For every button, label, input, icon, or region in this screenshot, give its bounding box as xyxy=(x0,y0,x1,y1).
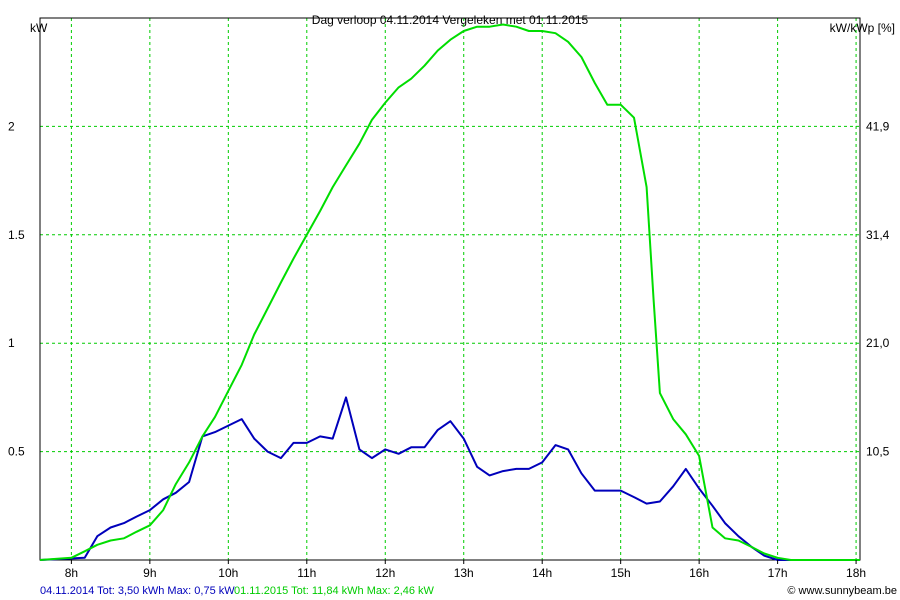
x-tick-label: 18h xyxy=(846,566,866,580)
x-tick-label: 12h xyxy=(375,566,395,580)
y2-axis-label: kW/kWp [%] xyxy=(830,21,895,35)
y2-tick-label: 41,9 xyxy=(866,119,890,133)
y-tick-label: 1 xyxy=(8,336,15,350)
y2-tick-label: 21,0 xyxy=(866,336,890,350)
x-tick-label: 11h xyxy=(297,566,316,580)
x-tick-label: 13h xyxy=(454,566,474,580)
x-tick-label: 9h xyxy=(143,566,156,580)
chart-title: Dag verloop 04.11.2014 Vergeleken met 01… xyxy=(312,13,589,27)
series-lines xyxy=(39,23,860,561)
y-tick-label: 2 xyxy=(8,119,15,133)
x-tick-label: 10h xyxy=(218,566,238,580)
y2-tick-label: 10,5 xyxy=(866,445,890,459)
series-line-1 xyxy=(39,396,860,561)
x-tick-label: 16h xyxy=(689,566,709,580)
y2-tick-label: 31,4 xyxy=(866,228,890,242)
y-tick-label: 1.5 xyxy=(8,228,25,242)
x-tick-label: 17h xyxy=(768,566,788,580)
grid-lines xyxy=(40,18,860,560)
tick-labels: 8h 9h 10h 11h 12h 13h 14h 15h 16h 17h 18h0.511.521… xyxy=(8,119,890,580)
credit-text: © www.sunnybeam.be xyxy=(787,585,897,597)
series-line-2 xyxy=(39,23,860,561)
x-tick-label: 8h xyxy=(65,566,78,580)
x-tick-label: 15h xyxy=(611,566,631,580)
y-axis-label: kW xyxy=(30,21,48,35)
legend-series-2: 01.11.2015 Tot: 11,84 kWh Max: 2,46 kW xyxy=(234,585,435,597)
x-tick-label: 14h xyxy=(532,566,552,580)
y-tick-label: 0.5 xyxy=(8,445,25,459)
legend-series-1: 04.11.2014 Tot: 3,50 kWh Max: 0,75 kW xyxy=(40,585,235,597)
plot-frame xyxy=(39,17,861,561)
